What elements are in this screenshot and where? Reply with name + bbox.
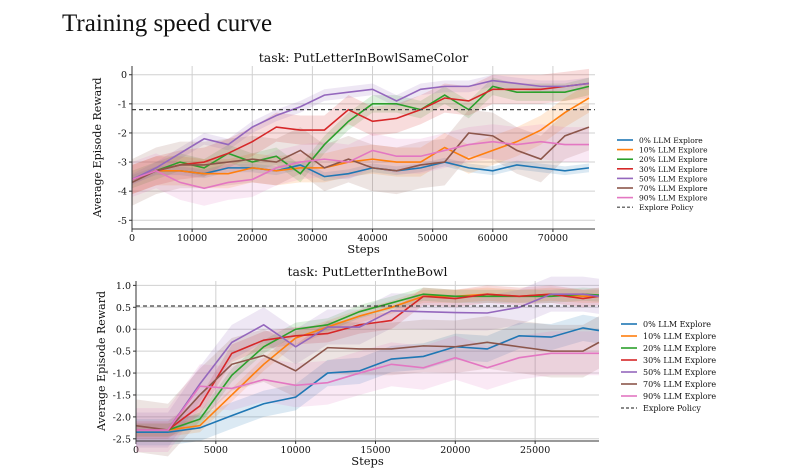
series-line-2 (131, 85, 590, 181)
x-tick-label: 30000 (297, 233, 327, 244)
legend-label: 10% LLM Explore (643, 332, 716, 341)
x-tick-label: 50000 (418, 233, 448, 244)
series-band-3 (136, 285, 599, 439)
legend-label: 20% LLM Explore (643, 344, 716, 353)
legend-label: 0% LLM Explore (639, 136, 703, 145)
series-line-0 (131, 161, 590, 181)
legend-label: 10% LLM Explore (639, 146, 708, 155)
y-tick-label: -1 (118, 99, 127, 110)
y-tick-label: 0.0 (116, 325, 131, 336)
y-tick-label: -0.5 (113, 347, 131, 358)
y-tick-label: 1.0 (116, 281, 131, 292)
chart-title: task: PutLetterIntheBowl (287, 264, 447, 279)
y-tick-label: 0.5 (116, 303, 131, 314)
y-tick-label: -2.0 (113, 412, 131, 423)
x-tick-label: 5000 (204, 445, 228, 456)
series-line-5 (135, 341, 600, 431)
series-line-5 (131, 126, 590, 184)
chart-1: 0 10000 20000 30000 40000 50000 60000 70000 0 -1 -… (91, 50, 708, 256)
legend-label: 70% LLM Explore (643, 380, 716, 389)
y-tick-label: -2.5 (113, 434, 131, 445)
legend-label: 50% LLM Explore (643, 368, 716, 377)
legend-label: Explore Policy (643, 404, 701, 413)
y-tick-label: -4 (118, 187, 127, 198)
series-band-5 (136, 316, 599, 457)
x-tick-label: 25000 (520, 445, 550, 456)
series-line-3 (131, 82, 590, 181)
x-tick-label: 20000 (440, 445, 470, 456)
legend-label: 30% LLM Explore (639, 165, 708, 174)
legend-label: 20% LLM Explore (639, 155, 708, 164)
y-axis-label: Average Episode Reward (95, 291, 108, 432)
x-axis-label: Steps (347, 242, 380, 256)
x-tick-label: 20000 (237, 233, 267, 244)
y-axis-label: Average Episode Reward (91, 77, 104, 218)
chart-title: task: PutLetterInBowlSameColor (259, 50, 469, 65)
series-line-1 (131, 97, 590, 181)
series-band-1 (132, 83, 589, 195)
series-line-6 (136, 352, 599, 431)
y-tick-label: 0 (121, 70, 127, 81)
legend-label: 90% LLM Explore (643, 392, 716, 401)
series-line-4 (136, 293, 600, 431)
series-band-3 (132, 68, 589, 195)
page-title: Training speed curve (62, 10, 273, 37)
x-tick-label: 70000 (538, 233, 568, 244)
x-tick-label: 10000 (281, 445, 311, 456)
series-band-0 (136, 314, 599, 446)
x-tick-label: 60000 (478, 233, 508, 244)
series-band-4 (136, 276, 599, 448)
y-tick-label: -1.0 (113, 369, 131, 380)
x-axis-label: Steps (351, 454, 384, 468)
x-tick-label: 0 (133, 445, 139, 456)
x-tick-label: 10000 (177, 233, 207, 244)
y-tick-label: -5 (118, 216, 127, 227)
chart-2: 0 5000 10000 15000 20000 25000 1.0 0.5 0.0 -0.5 -1… (95, 264, 716, 468)
y-tick-label: -1.5 (113, 390, 131, 401)
x-tick-label: 40000 (357, 233, 387, 244)
y-tick-label: -3 (118, 158, 127, 169)
legend-label: Explore Policy (639, 203, 694, 212)
series-line-0 (136, 327, 600, 434)
series-band-6 (136, 331, 599, 452)
series-line-6 (131, 140, 589, 190)
legend-label: 70% LLM Explore (639, 184, 708, 193)
legend-label: 50% LLM Explore (639, 174, 708, 183)
legend-label: 30% LLM Explore (643, 356, 716, 365)
x-tick-label: 0 (129, 233, 135, 244)
series-band-2 (136, 287, 599, 437)
series-line-4 (131, 79, 590, 181)
legend-label: 0% LLM Explore (643, 320, 711, 329)
series-line-2 (136, 293, 600, 431)
series-band-1 (136, 287, 599, 437)
legend-label: 90% LLM Explore (639, 194, 708, 203)
x-tick-label: 15000 (360, 445, 390, 456)
y-tick-label: -2 (118, 128, 127, 139)
